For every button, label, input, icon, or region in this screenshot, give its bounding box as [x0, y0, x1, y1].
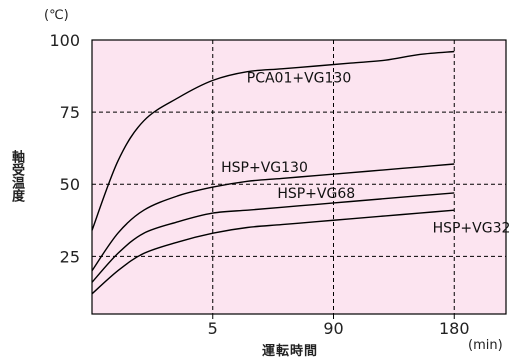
y-axis-title: 軸受温度: [9, 150, 24, 202]
x-tick-label: 5: [208, 319, 218, 338]
series-label: HSP+VG130: [221, 160, 308, 176]
x-tick-label: 180: [439, 319, 470, 338]
series-line: [91, 50, 455, 231]
series-line: [91, 192, 455, 283]
y-tick-label: 75: [60, 103, 80, 122]
y-tick-label: 50: [60, 175, 80, 194]
plot-frame: [91, 39, 507, 315]
x-tick-label: 90: [323, 319, 343, 338]
y-tick-label: 100: [49, 31, 80, 50]
series-line: [91, 209, 455, 295]
x-unit-label: (min): [468, 338, 503, 353]
series-label: PCA01+VG130: [247, 70, 352, 86]
series-label: HSP+VG32: [433, 220, 511, 236]
series-line: [91, 163, 455, 272]
y-unit-label: (℃): [44, 8, 69, 23]
y-tick-label: 25: [60, 247, 80, 266]
series-label: HSP+VG68: [277, 186, 355, 202]
x-axis-title: 運転時間: [262, 344, 319, 359]
